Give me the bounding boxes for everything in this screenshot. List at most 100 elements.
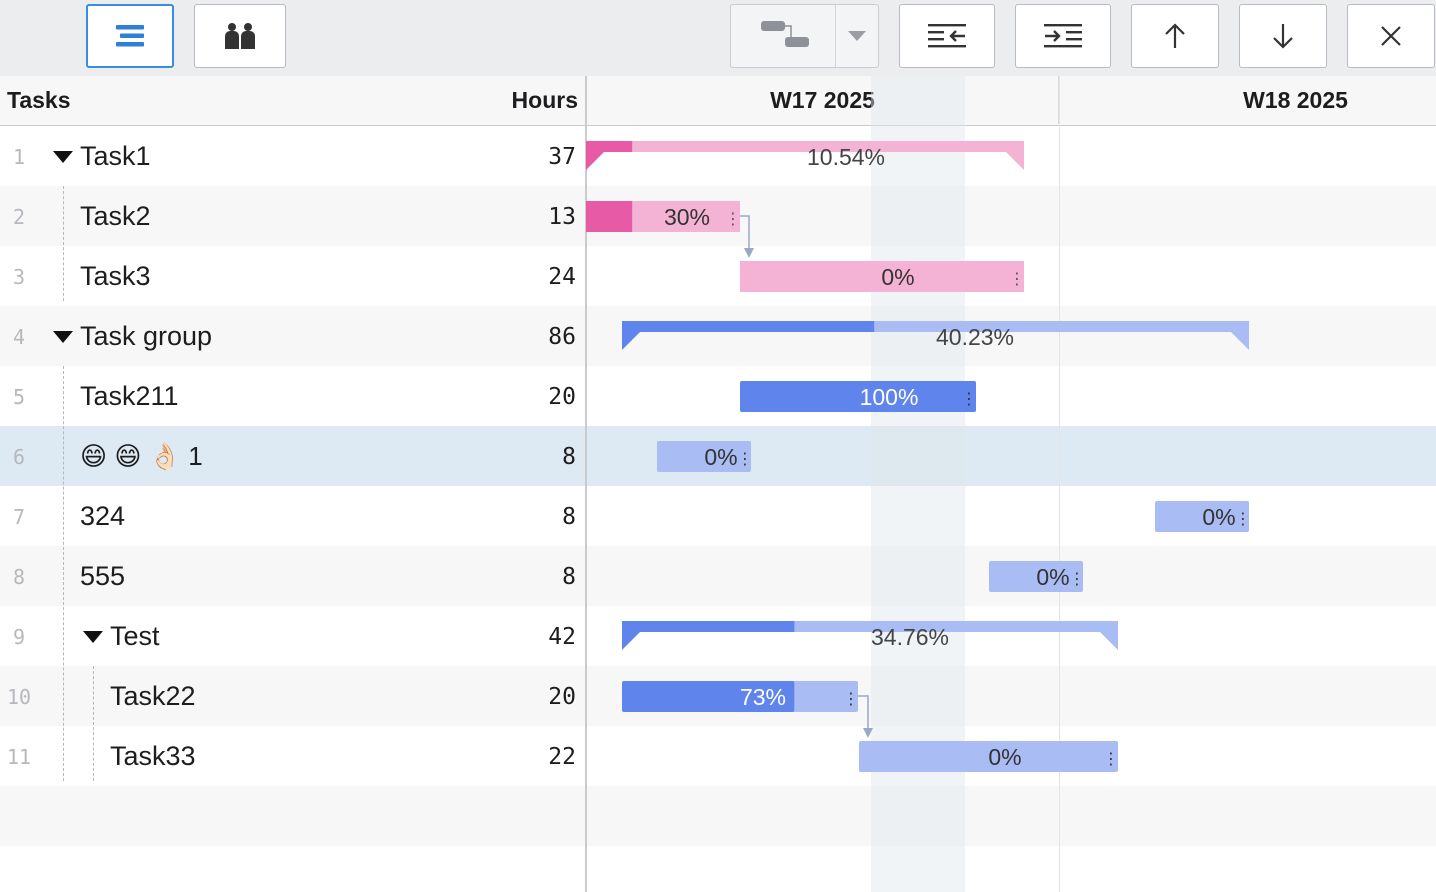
collapse-caret-icon[interactable] (83, 631, 103, 643)
collapse-caret-icon[interactable] (53, 151, 73, 163)
task-name[interactable]: Task3 (80, 261, 151, 291)
toolbar (0, 0, 1436, 76)
move-up-button[interactable] (1131, 4, 1219, 68)
task-name[interactable]: Task22 (110, 681, 196, 711)
task-hours[interactable]: 8 (562, 444, 576, 470)
task-hours[interactable]: 86 (548, 324, 576, 350)
drag-handle-icon[interactable]: ⋮ (1235, 511, 1251, 528)
timeline-row (586, 786, 1436, 846)
task-bar-task211[interactable]: 100% ⋮ (740, 381, 977, 412)
dependency-arrow-icon (744, 248, 754, 258)
task-name[interactable]: Task211 (80, 381, 179, 411)
table-row-selected[interactable]: 6 😄 😄 👌🏻 1 8 (0, 426, 586, 486)
grid-header: Tasks Hours W17 2025 W18 2025 (0, 76, 1436, 126)
resources-view-button[interactable] (194, 4, 286, 68)
task-name[interactable]: Task1 (80, 141, 151, 171)
task-name[interactable]: Task33 (110, 741, 196, 771)
row-number: 2 (12, 205, 26, 229)
summary-start-cap (586, 152, 604, 170)
gantt-link-icon (761, 21, 809, 47)
dependency-link[interactable] (740, 215, 750, 255)
arrow-up-icon (1165, 23, 1185, 48)
row-number: 1 (12, 145, 26, 169)
drag-handle-icon[interactable]: ⋮ (1103, 751, 1119, 768)
bar-label: 0% (988, 744, 1021, 770)
close-icon (1381, 26, 1401, 46)
task-hours[interactable]: 42 (548, 624, 576, 650)
task-hours[interactable]: 8 (562, 564, 576, 590)
table-row[interactable]: 1 Task1 37 (0, 126, 586, 186)
outdent-button[interactable] (899, 4, 995, 68)
task-bar-555[interactable]: 0% ⋮ (989, 561, 1085, 592)
task-name[interactable]: 555 (80, 561, 126, 591)
outdent-icon (928, 24, 966, 48)
drag-handle-icon[interactable]: ⋮ (1009, 271, 1025, 288)
drag-handle-icon[interactable]: ⋮ (961, 391, 977, 408)
bar-track (989, 561, 1083, 592)
task-hours[interactable]: 20 (548, 384, 576, 410)
split-divider (835, 5, 836, 67)
task-name[interactable]: Task2 (80, 201, 151, 231)
task-name[interactable]: Test (110, 621, 160, 651)
empty-row (0, 786, 586, 846)
task-hours[interactable]: 13 (548, 204, 576, 230)
table-row[interactable]: 3 Task3 24 (0, 246, 586, 306)
bar-track (859, 741, 1118, 772)
summary-bar-test[interactable]: 34.76% (622, 621, 1118, 650)
task-bar-emoji[interactable]: 0% ⋮ (657, 441, 753, 472)
task-bar-task2[interactable]: 30% ⋮ (586, 201, 741, 232)
task-name[interactable]: 😄 😄 👌🏻 1 (80, 441, 203, 471)
collapse-caret-icon[interactable] (53, 331, 73, 343)
table-row[interactable]: 11 Task33 22 (0, 726, 586, 786)
link-type-button[interactable] (730, 4, 879, 68)
task-hours[interactable]: 8 (562, 504, 576, 530)
delete-button[interactable] (1347, 4, 1435, 68)
bar-track (586, 141, 1024, 152)
drag-handle-icon[interactable]: ⋮ (843, 691, 859, 708)
hours-column-header[interactable]: Hours (511, 87, 578, 113)
table-row[interactable]: 7 324 8 (0, 486, 586, 546)
bar-label: 40.23% (936, 324, 1014, 350)
bar-progress (622, 681, 795, 712)
task-hours[interactable]: 22 (548, 744, 576, 770)
dependency-link[interactable] (858, 695, 869, 735)
week-divider (1058, 76, 1059, 124)
task-bar-task33[interactable]: 0% ⋮ (859, 741, 1119, 772)
table-row[interactable]: 4 Task group 86 (0, 306, 586, 366)
bar-track (622, 621, 1118, 632)
chevron-down-icon[interactable] (847, 30, 867, 42)
table-row[interactable]: 2 Task2 13 (0, 186, 586, 246)
drag-handle-icon[interactable]: ⋮ (725, 211, 741, 228)
table-row[interactable]: 9 Test 42 (0, 606, 586, 666)
list-icon (116, 25, 144, 47)
drag-handle-icon[interactable]: ⋮ (737, 451, 753, 468)
task-bar-task3[interactable]: 0% ⋮ (740, 261, 1025, 292)
table-row[interactable]: 10 Task22 20 (0, 666, 586, 726)
task-hours[interactable]: 37 (548, 144, 576, 170)
task-grid: 1 Task1 37 2 Task2 13 3 Task3 24 4 Task … (0, 126, 586, 892)
row-number: 4 (12, 325, 26, 349)
indent-button[interactable] (1015, 4, 1111, 68)
grid-view-button[interactable] (86, 4, 174, 68)
task-bar-324[interactable]: 0% ⋮ (1155, 501, 1251, 532)
task-hours[interactable]: 24 (548, 264, 576, 290)
task-name[interactable]: Task group (80, 321, 213, 351)
bar-label: 10.54% (807, 144, 885, 170)
grid-splitter[interactable] (585, 76, 587, 892)
summary-bar-task-group[interactable]: 40.23% (622, 321, 1249, 350)
task-bar-task22[interactable]: 73% ⋮ (622, 681, 859, 712)
drag-handle-icon[interactable]: ⋮ (1069, 571, 1085, 588)
summary-bar-task1[interactable]: 10.54% (586, 141, 1024, 170)
table-row[interactable]: 8 555 8 (0, 546, 586, 606)
bar-progress (586, 141, 633, 152)
task-hours[interactable]: 20 (548, 684, 576, 710)
bar-label: 0% (881, 264, 914, 290)
tasks-column-header[interactable]: Tasks (7, 87, 71, 113)
table-row[interactable]: 5 Task211 20 (0, 366, 586, 426)
bar-label: 0% (1202, 504, 1235, 530)
bar-progress (622, 321, 875, 332)
move-down-button[interactable] (1239, 4, 1327, 68)
bar-label: 0% (1036, 564, 1069, 590)
task-name[interactable]: 324 (80, 501, 126, 531)
